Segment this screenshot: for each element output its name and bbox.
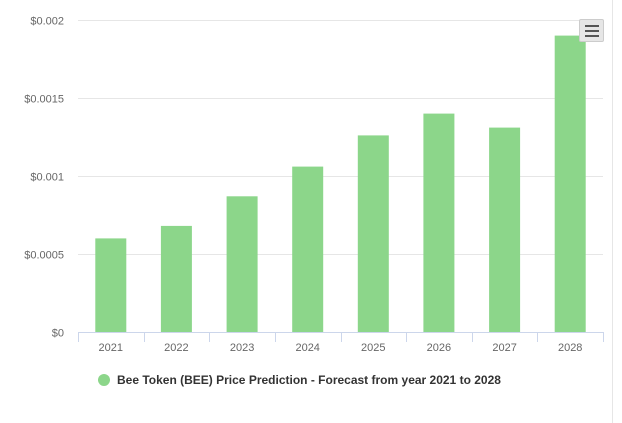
x-tick-label: 2024	[295, 342, 319, 354]
bar-2025[interactable]	[357, 135, 389, 332]
bar-2021[interactable]	[95, 238, 127, 332]
y-tick-label: $0.001	[30, 172, 64, 184]
x-axis	[78, 332, 604, 342]
y-tick-label: $0.0015	[24, 94, 64, 106]
chart-menu-button[interactable]	[579, 19, 604, 42]
x-tick-label: 2025	[361, 342, 385, 354]
x-tick-label: 2021	[99, 342, 123, 354]
x-tick-label: 2023	[230, 342, 254, 354]
hamburger-menu-icon-line	[585, 35, 599, 37]
x-tick-label: 2026	[427, 342, 451, 354]
y-axis-tick-labels: $0 $0.0005 $0.001 $0.0015 $0.002	[24, 16, 64, 340]
bar-2027[interactable]	[489, 127, 521, 332]
bar-2028[interactable]	[554, 35, 586, 332]
x-axis-tick-labels: 2021 2022 2023 2024 2025 2026 2027 2028	[99, 342, 583, 354]
x-tick-label: 2028	[558, 342, 582, 354]
legend[interactable]: Bee Token (BEE) Price Prediction - Forec…	[98, 373, 501, 387]
hamburger-menu-icon-line	[585, 30, 599, 32]
grid-lines	[78, 20, 603, 255]
legend-marker[interactable]	[98, 374, 110, 386]
y-tick-label: $0.002	[30, 16, 64, 28]
legend-label[interactable]: Bee Token (BEE) Price Prediction - Forec…	[117, 373, 501, 387]
bar-2022[interactable]	[160, 225, 192, 332]
page-divider	[612, 0, 613, 423]
x-tick-label: 2027	[492, 342, 516, 354]
bar-2023[interactable]	[226, 196, 258, 332]
y-tick-label: $0.0005	[24, 250, 64, 262]
hamburger-menu-icon	[585, 25, 599, 27]
bar-series	[95, 35, 586, 332]
y-tick-label: $0	[52, 328, 64, 340]
bar-2026[interactable]	[423, 113, 455, 332]
bar-2024[interactable]	[292, 166, 324, 332]
x-tick-label: 2022	[164, 342, 188, 354]
